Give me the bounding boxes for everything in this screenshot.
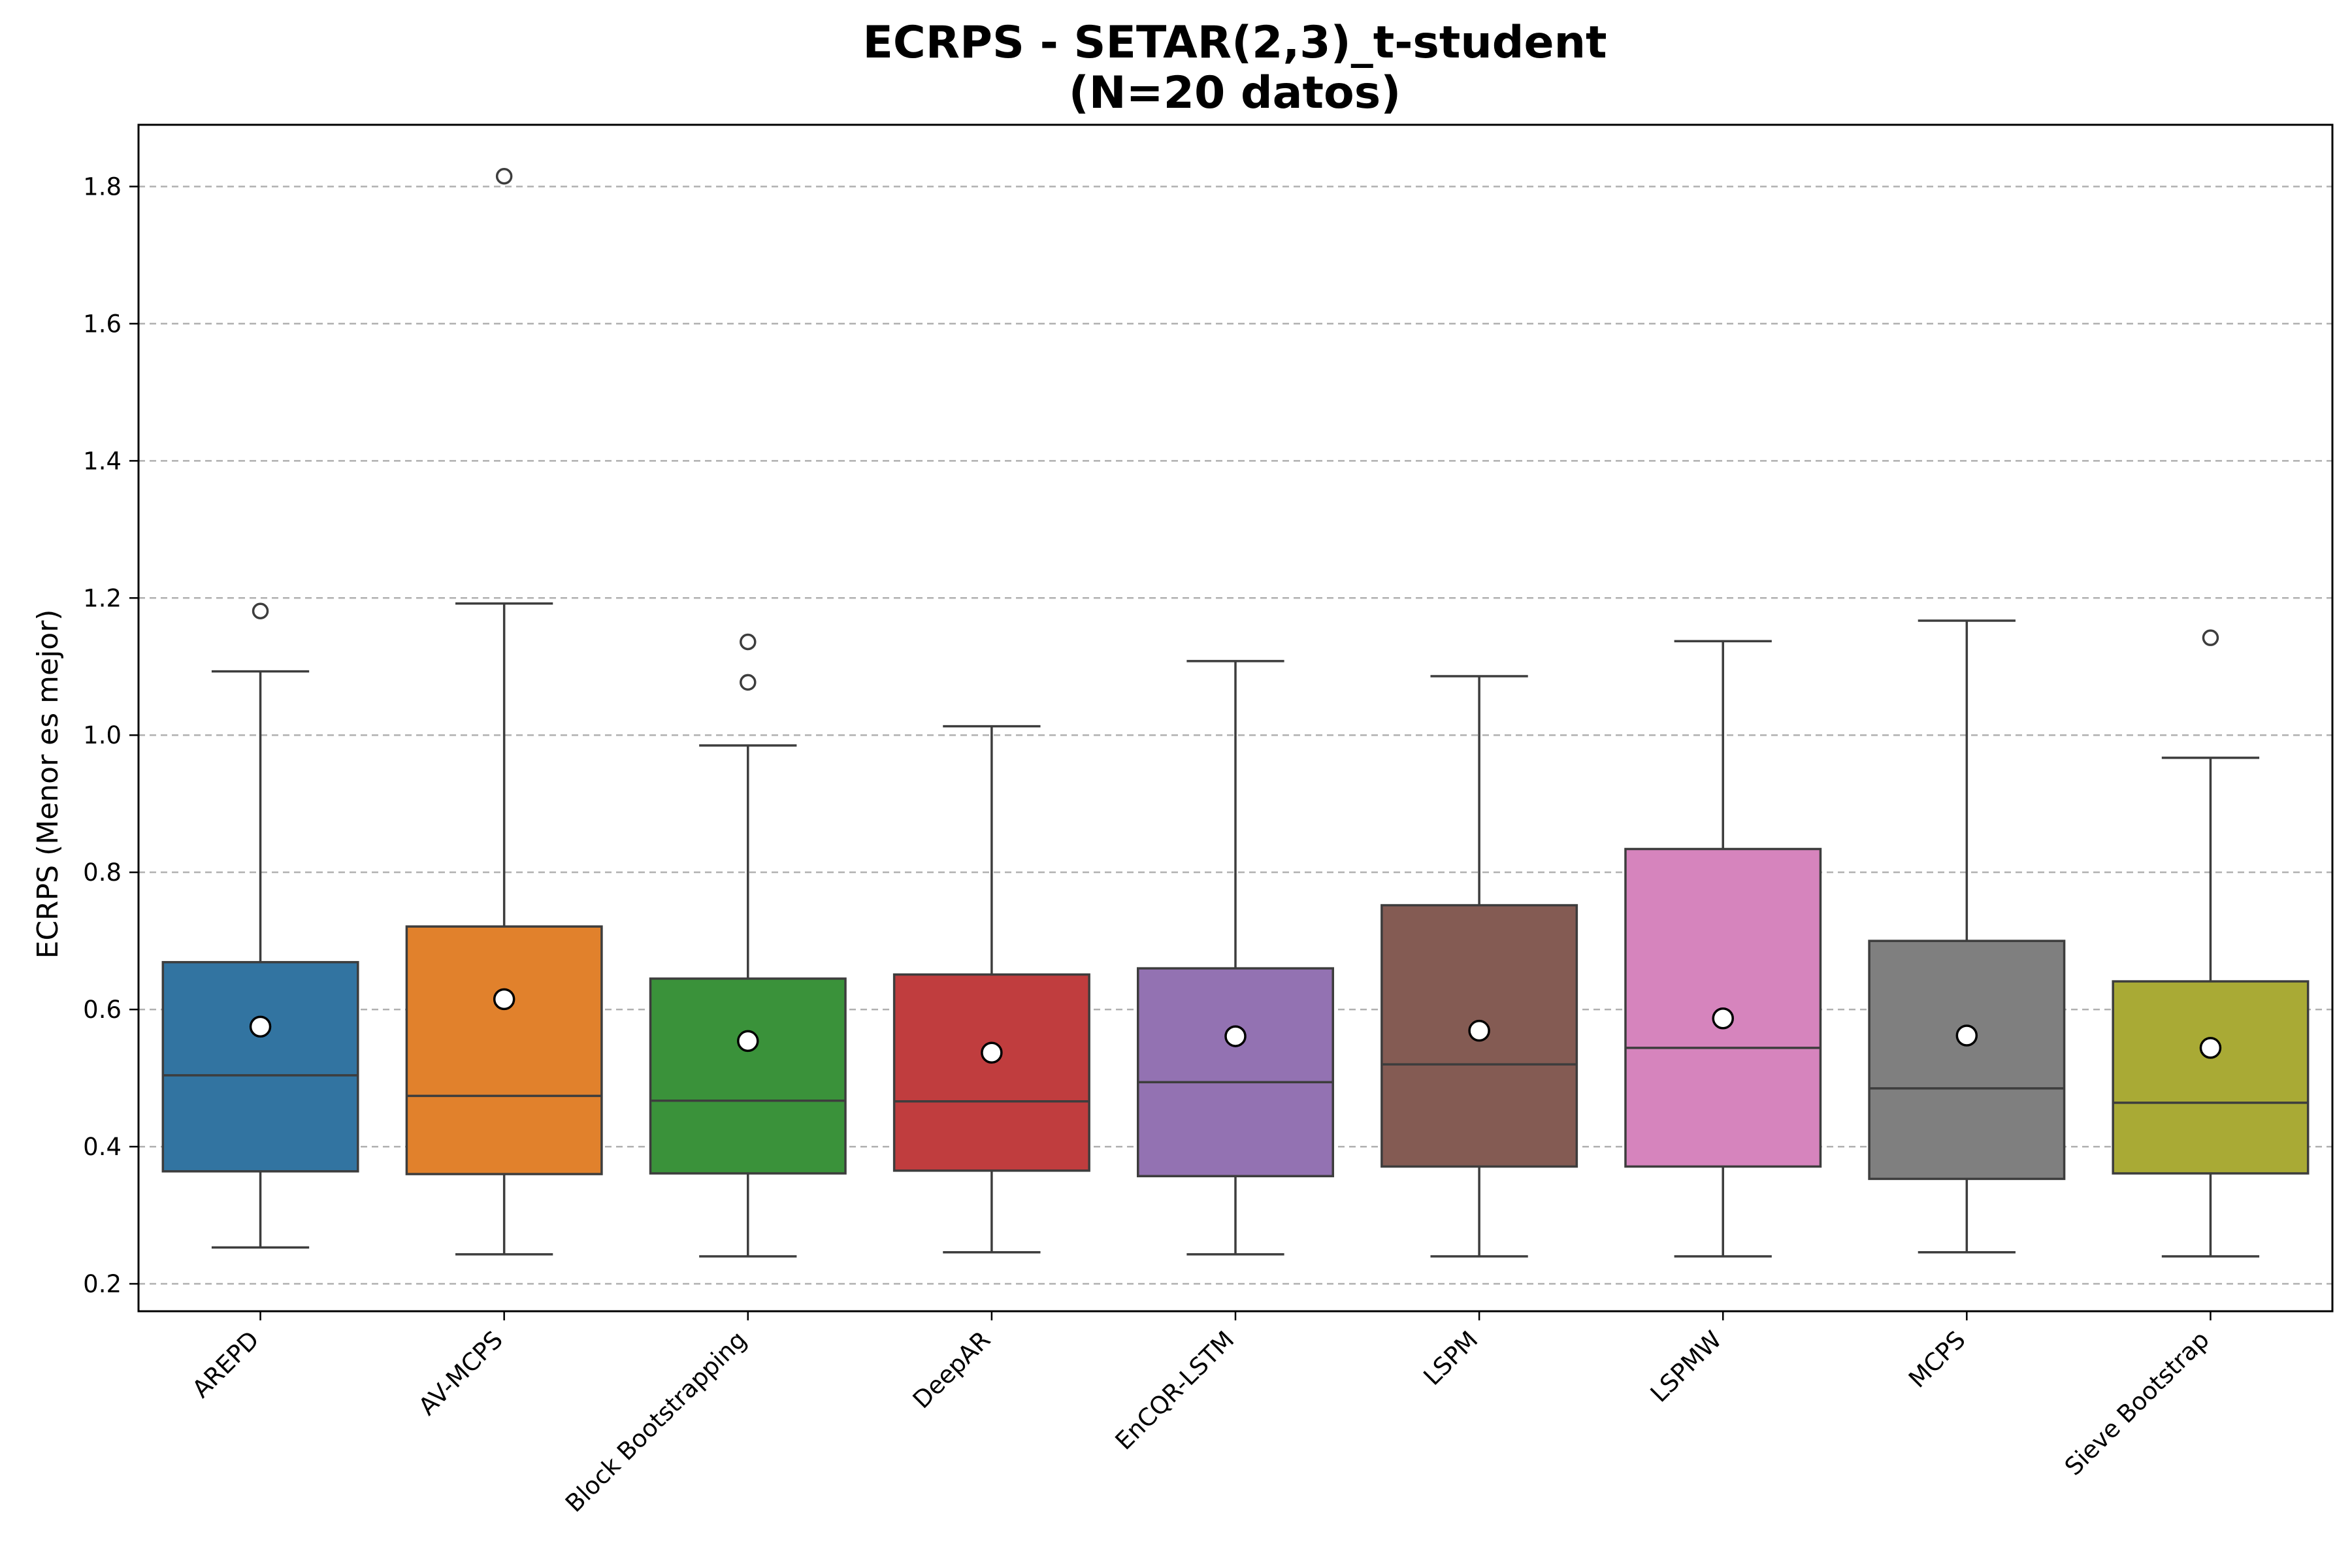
mean-marker	[2199, 1037, 2222, 1059]
box-iqr	[161, 960, 359, 1173]
axis-layer: 0.2 0.4 0.6 0.8 1.0 1.2 1.4 1.6 1.8 AREPD AV-MCPS B…	[83, 172, 2215, 1518]
x-tick-label: AREPD	[187, 1326, 265, 1403]
outlier-point	[740, 674, 757, 691]
box-group	[405, 167, 603, 1256]
outlier-point	[2202, 629, 2219, 646]
y-tick-label: 0.4	[83, 1133, 122, 1161]
x-tick-label: MCPS	[1903, 1326, 1971, 1394]
box-iqr	[649, 977, 847, 1175]
box-iqr	[892, 973, 1090, 1172]
mean-marker	[1955, 1024, 1978, 1047]
mean-marker	[1468, 1019, 1490, 1042]
x-tick-label: Sieve Bootstrap	[2059, 1326, 2215, 1481]
box-group	[1137, 660, 1334, 1256]
outlier-point	[252, 602, 269, 619]
y-tick-label: 0.2	[83, 1270, 122, 1298]
x-tick-label: DeepAR	[907, 1326, 996, 1414]
chart-title: ECRPS - SETAR(2,3)_t-student	[862, 17, 1607, 69]
mean-marker	[1224, 1025, 1247, 1047]
y-tick-label: 0.6	[83, 996, 122, 1024]
x-tick-label: LSPM	[1418, 1326, 1484, 1391]
box-group	[1868, 619, 2066, 1254]
box-layer	[161, 167, 2310, 1258]
y-tick-label: 1.2	[83, 584, 122, 612]
y-tick-label: 1.8	[83, 172, 122, 201]
mean-marker	[493, 988, 515, 1011]
outlier-point	[740, 633, 757, 651]
chart-subtitle: (N=20 datos)	[1069, 67, 1401, 119]
x-tick-label: AV-MCPS	[413, 1326, 508, 1421]
mean-marker	[981, 1041, 1003, 1064]
x-tick-label: EnCQR-LSTM	[1110, 1326, 1240, 1456]
box-iqr	[405, 925, 603, 1175]
box-group	[892, 725, 1090, 1254]
box-group	[161, 602, 359, 1249]
y-axis-label: ECRPS (Menor es mejor)	[31, 610, 65, 959]
x-tick-label: LSPMW	[1645, 1326, 1727, 1408]
box-group	[1624, 640, 1822, 1258]
mean-marker	[737, 1030, 759, 1053]
x-tick-label: Block Bootstrapping	[560, 1326, 752, 1518]
mean-marker	[249, 1015, 272, 1038]
box-group	[1380, 675, 1578, 1258]
box-iqr	[1137, 967, 1334, 1177]
y-tick-label: 0.8	[83, 858, 122, 887]
box-group	[2112, 629, 2310, 1258]
y-tick-label: 1.6	[83, 310, 122, 338]
box-group	[649, 633, 847, 1258]
y-tick-label: 1.0	[83, 721, 122, 749]
box-iqr	[1868, 939, 2066, 1181]
mean-marker	[1712, 1007, 1734, 1030]
y-tick-label: 1.4	[83, 447, 122, 475]
outlier-point	[495, 167, 513, 185]
box-iqr	[2112, 980, 2310, 1175]
